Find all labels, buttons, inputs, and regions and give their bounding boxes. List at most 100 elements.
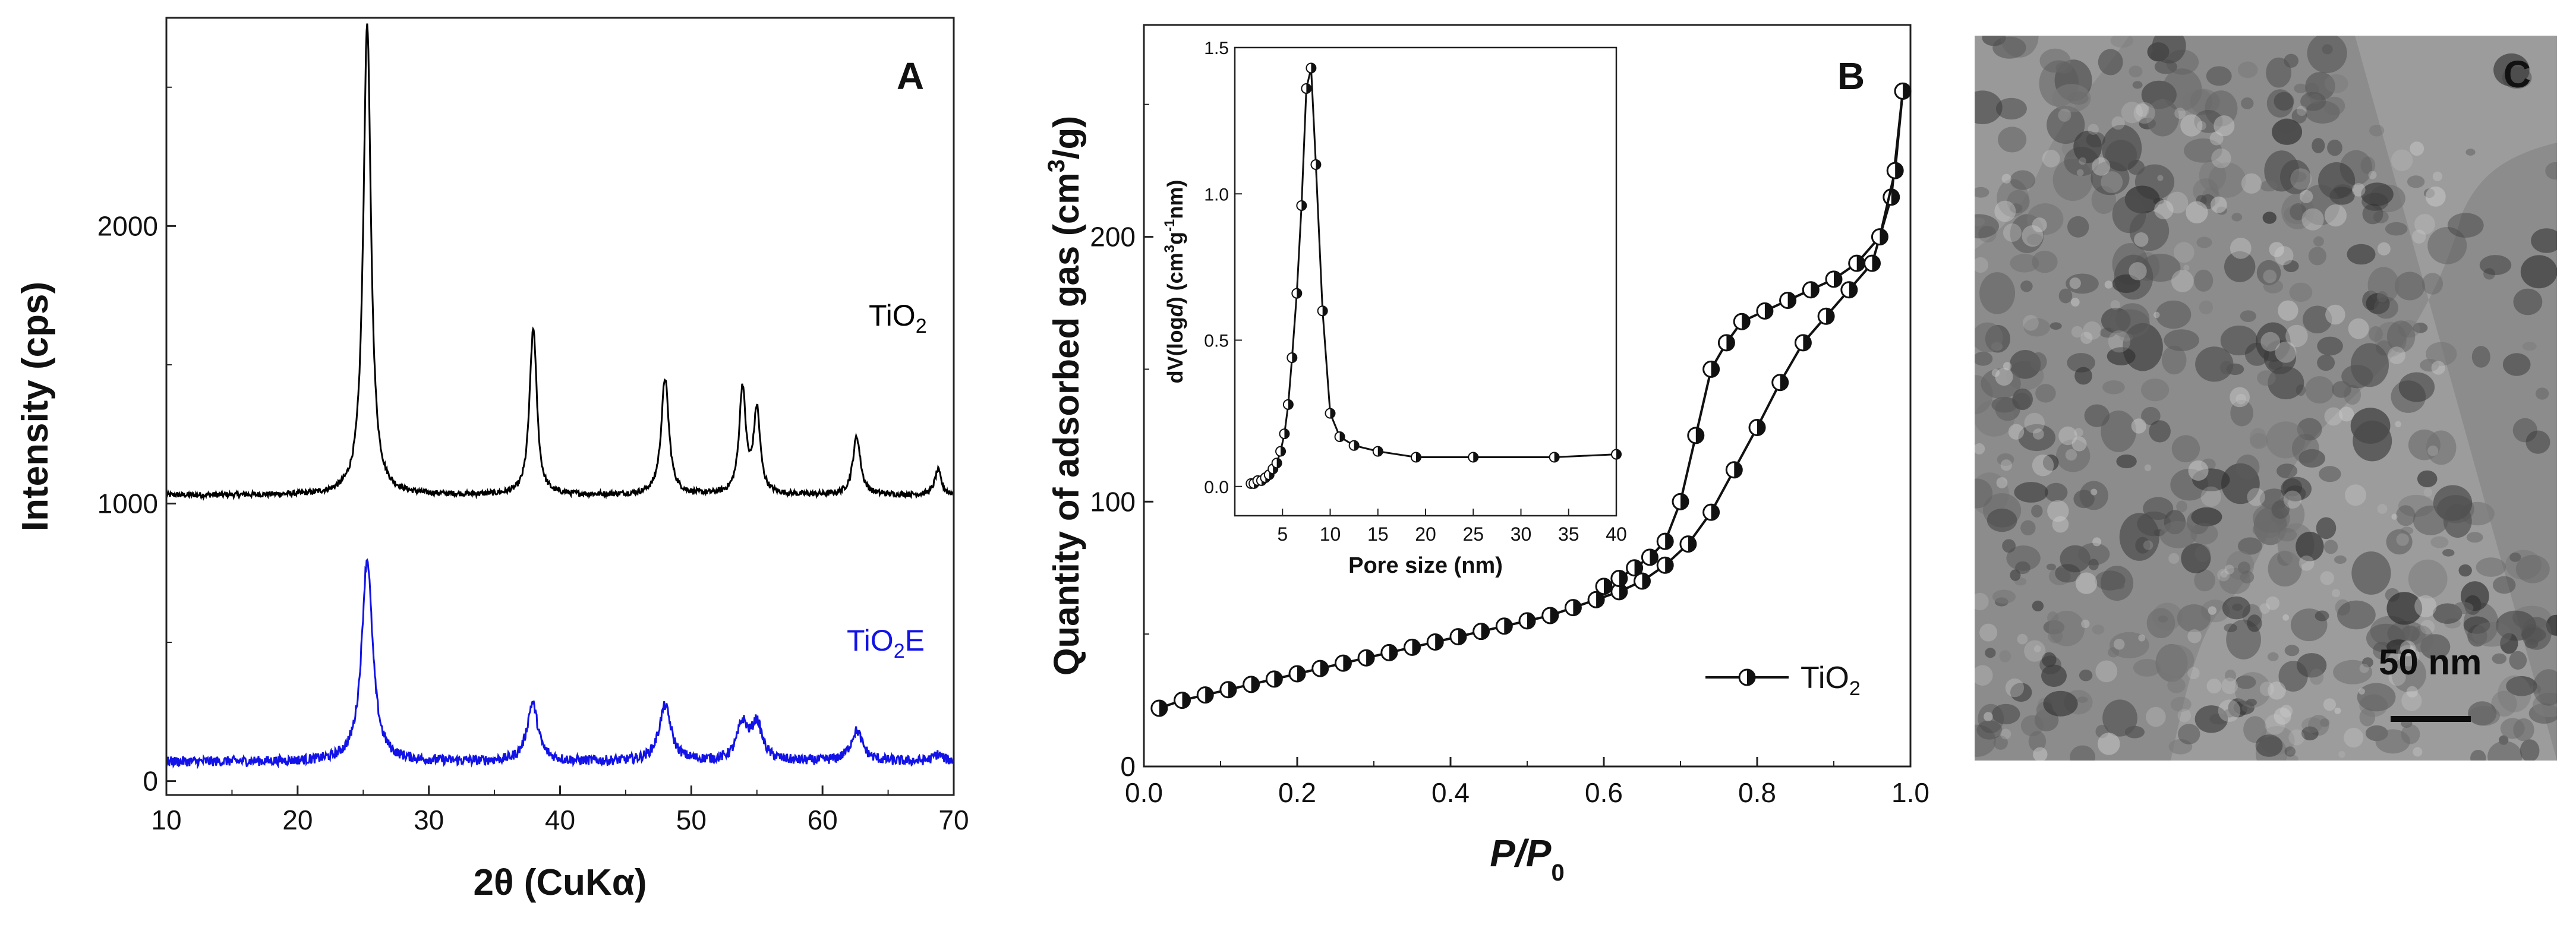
tem-bright-spot [2338, 751, 2345, 758]
inset-point [1348, 440, 1360, 451]
panel-a-frame [165, 17, 955, 796]
marker-half [1834, 271, 1842, 287]
tem-particle [2502, 353, 2531, 376]
tem-particle [2195, 346, 2234, 382]
tem-particle [2244, 342, 2269, 366]
tem-particle [2398, 372, 2435, 402]
tem-bright-spot [2136, 103, 2149, 117]
tem-particle [1975, 187, 1989, 198]
tem-particle [2413, 323, 2428, 333]
inset-point [1279, 428, 1290, 440]
inset-y-title-part: ) (cm [1163, 253, 1187, 304]
inset-marker-half [1554, 452, 1559, 462]
tem-particle [2533, 692, 2557, 718]
isotherm-point-desorption [1756, 302, 1774, 320]
legend-label-sub: 2 [1849, 677, 1861, 700]
tem-bright-spot [2187, 667, 2200, 680]
tem-particle [2312, 138, 2325, 153]
inset-x-tick-label-25: 25 [1462, 523, 1484, 545]
inset-y-title-part: d [1163, 303, 1187, 317]
panel-b-label: B [1837, 55, 1865, 97]
legend-marker-half [1747, 670, 1755, 685]
tem-bright-spot [2332, 589, 2340, 598]
tem-particle [2236, 455, 2260, 480]
tem-particle [2447, 213, 2484, 238]
tem-particle [2047, 106, 2085, 144]
series-label-TiO2: TiO2 [869, 299, 927, 337]
tem-bright-spot [2183, 264, 2190, 271]
tem-bright-spot [2396, 533, 2409, 546]
tem-bright-spot [2168, 553, 2180, 564]
tem-bright-spot [2108, 330, 2131, 353]
tem-particle [2513, 288, 2543, 316]
x-axis-title-main: P/P [1490, 832, 1551, 875]
tem-particle [2300, 92, 2326, 111]
tem-bright-spot [2301, 208, 2324, 231]
inset-point [1296, 200, 1307, 211]
inset-marker-half [1281, 446, 1286, 456]
tem-particle [2442, 549, 2455, 557]
tem-bright-spot [2017, 633, 2028, 645]
isotherm-point-desorption [1595, 578, 1613, 595]
inset-y-title-sup: -1 [1162, 219, 1178, 232]
tem-bright-spot [2299, 190, 2313, 203]
tem-particle [2129, 65, 2143, 78]
tem-particle [2545, 162, 2557, 180]
inset-marker-half [1292, 353, 1297, 363]
marker-half [1634, 560, 1642, 576]
marker-half [1734, 462, 1742, 478]
x-tick-label-1: 0.2 [1278, 777, 1316, 808]
tem-bright-spot [2133, 102, 2155, 124]
tem-particle [2513, 718, 2534, 742]
inset-point [1271, 458, 1282, 469]
tem-particle [1975, 472, 2009, 515]
marker-half [1811, 282, 1819, 298]
marker-half [1872, 255, 1880, 272]
panel-a-label: A [897, 55, 924, 97]
tem-particle [2283, 260, 2299, 272]
tem-particle [2109, 309, 2150, 338]
tem-particle [2164, 329, 2199, 351]
inset-x-tick-label-10: 10 [1320, 523, 1341, 545]
tem-particle [2194, 110, 2223, 133]
tem-bright-spot [2230, 387, 2250, 408]
inset-y-tick-label-3: 1.5 [1204, 39, 1229, 58]
tem-particle [2112, 243, 2149, 285]
tem-particle [2243, 716, 2267, 743]
tem-particle [2055, 62, 2073, 74]
tem-particle [2020, 280, 2033, 292]
tem-particle [2216, 206, 2227, 215]
inset-point [1275, 446, 1287, 457]
tem-particle [2156, 644, 2195, 676]
isotherm-point-desorption [1626, 559, 1644, 577]
tem-particle [2092, 624, 2105, 635]
tem-particle [2195, 705, 2228, 733]
xrd-series-TiO2E [165, 558, 954, 769]
inset-marker-half [1306, 83, 1311, 93]
tem-particle [2280, 159, 2311, 194]
tem-particle [2240, 570, 2255, 583]
tem-particle [2453, 601, 2474, 614]
tem-bright-spot [2230, 238, 2252, 259]
inset-x-tick-label-5: 5 [1277, 523, 1288, 545]
tem-particle [2292, 434, 2319, 463]
tem-particle [2159, 521, 2197, 548]
tem-bright-spot [2121, 102, 2143, 124]
x-tick-label-60: 60 [808, 805, 838, 835]
tem-particle [2282, 478, 2303, 497]
tem-bright-spot [2352, 183, 2366, 197]
marker-half [1596, 592, 1604, 608]
tem-particle [1999, 650, 2011, 662]
tem-bright-spot [2024, 640, 2046, 662]
tem-particle [2468, 706, 2500, 726]
tem-particle [2396, 505, 2416, 526]
tem-particle [2249, 428, 2267, 447]
tem-particle [2421, 273, 2443, 295]
tem-bright-spot [2410, 141, 2424, 156]
marker-half [1435, 634, 1443, 650]
tem-bright-spot [2069, 277, 2081, 289]
tem-bright-spot [2263, 269, 2277, 283]
tem-particle [2266, 89, 2294, 118]
isotherm-point-desorption [1641, 548, 1659, 566]
tem-bright-spot [2413, 747, 2423, 757]
